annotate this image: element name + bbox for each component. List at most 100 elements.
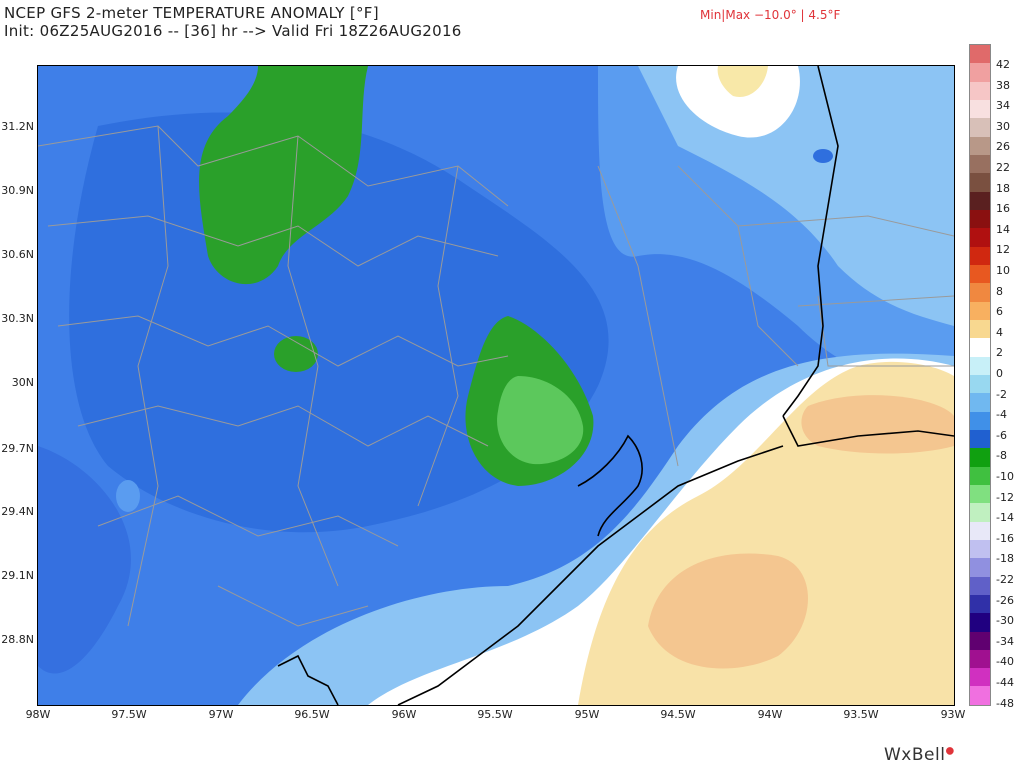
- lon-label: 93.5W: [843, 708, 879, 721]
- lon-label: 96W: [391, 708, 417, 721]
- colorbar-swatch: [969, 319, 991, 339]
- colorbar-swatch: [969, 521, 991, 540]
- colorbar-label: 4: [996, 325, 1003, 339]
- temperature-anomaly-map: [37, 65, 955, 706]
- colorbar-swatch: [969, 686, 991, 705]
- colorbar-swatch: [969, 411, 991, 430]
- colorbar-swatch: [969, 594, 991, 614]
- warm-pocket-north: [717, 66, 768, 97]
- colorbar-label: 42: [996, 58, 1010, 71]
- colorbar-swatch: [969, 484, 991, 504]
- colorbar-label: -48: [996, 696, 1014, 710]
- colorbar-swatch: [969, 118, 991, 137]
- lon-label: 97.5W: [111, 708, 147, 721]
- min-max-readout: Min|Max −10.0° | 4.5°F: [700, 8, 841, 22]
- lon-label: 96.5W: [294, 708, 330, 721]
- lat-label: 29.7N: [1, 442, 34, 455]
- colorbar-label: -44: [996, 676, 1014, 689]
- lon-label: 98W: [25, 708, 51, 721]
- colorbar-label: -26: [996, 593, 1014, 607]
- anomaly-field-plus4-louisiana: [801, 395, 954, 454]
- cold-pocket-houston-core: [497, 376, 584, 465]
- chart-title: NCEP GFS 2-meter TEMPERATURE ANOMALY [°F…: [4, 4, 379, 22]
- lat-label: 28.8N: [1, 633, 34, 646]
- colorbar-swatch: [969, 99, 991, 119]
- colorbar-swatch: [969, 613, 991, 632]
- anomaly-field-plus4-gulf: [648, 553, 808, 669]
- lon-label: 95.5W: [477, 708, 513, 721]
- anomaly-field-minus8-west: [38, 446, 131, 674]
- colorbar-label: 0: [996, 367, 1003, 380]
- colorbar-swatch: [969, 503, 991, 522]
- colorbar-label: 38: [996, 78, 1010, 92]
- colorbar-label: -2: [996, 387, 1007, 401]
- colorbar-label: 26: [996, 140, 1010, 154]
- colorbar-label: 16: [996, 202, 1010, 216]
- colorbar-label: -8: [996, 449, 1007, 463]
- colorbar-swatch: [969, 668, 991, 687]
- colorbar-label: -6: [996, 428, 1007, 442]
- colorbar-label: 34: [996, 99, 1010, 113]
- colorbar-label: 30: [996, 119, 1010, 133]
- lon-label: 94.5W: [660, 708, 696, 721]
- lat-label: 30.6N: [1, 248, 34, 261]
- anomaly-field-minus2-ne: [638, 66, 954, 326]
- county-boundaries: [38, 125, 954, 627]
- colorbar-label: -34: [996, 634, 1014, 648]
- lon-label: 94W: [757, 708, 783, 721]
- colorbar-swatch: [969, 173, 991, 192]
- colorbar-label: 2: [996, 346, 1003, 360]
- colorbar-label: 6: [996, 305, 1003, 319]
- colorbar-swatch: [969, 154, 991, 174]
- colorbar-label: 8: [996, 284, 1003, 298]
- colorbar-label: 22: [996, 161, 1010, 174]
- cold-pocket-north: [199, 66, 368, 285]
- colorbar-label: -40: [996, 655, 1014, 669]
- colorbar-label: -16: [996, 531, 1014, 545]
- colorbar-swatch: [969, 393, 991, 412]
- lon-label: 95W: [574, 708, 600, 721]
- lat-label: 29.4N: [1, 505, 34, 518]
- colorbar-swatch: [969, 45, 991, 64]
- lat-label: 30.3N: [1, 312, 34, 325]
- colorbar-swatch: [969, 631, 991, 650]
- lat-label: 29.1N: [1, 569, 34, 582]
- colorbar-swatch: [969, 63, 991, 82]
- colorbar-label: 10: [996, 264, 1010, 277]
- lon-label: 97W: [208, 708, 234, 721]
- colorbar-label: -22: [996, 573, 1014, 586]
- colorbar-swatch: [969, 191, 991, 210]
- colorbar-swatch: [969, 209, 991, 229]
- map-canvas: [38, 66, 954, 705]
- colorbar-label: -12: [996, 490, 1014, 504]
- colorbar-swatch: [969, 374, 991, 394]
- colorbar-swatch: [969, 338, 991, 357]
- colorbar-label: 14: [996, 222, 1010, 236]
- anomaly-field-zero-north: [676, 66, 800, 138]
- colorbar-swatch: [969, 649, 991, 669]
- colorbar-label: -10: [996, 470, 1014, 483]
- chart-subtitle-init-valid: Init: 06Z25AUG2016 -- [36] hr --> Valid …: [4, 22, 462, 40]
- cold-spot-northeast: [813, 149, 833, 163]
- colorbar-label: 18: [996, 181, 1010, 195]
- lon-label: 93W: [940, 708, 966, 721]
- colorbar-swatch: [969, 576, 991, 595]
- lat-label: 30.9N: [1, 184, 34, 197]
- colorbar-label: -18: [996, 552, 1014, 566]
- lat-label: 30N: [11, 376, 34, 389]
- warm-spot-west: [116, 480, 140, 512]
- colorbar-swatch: [969, 136, 991, 155]
- colorbar-label: 12: [996, 243, 1010, 257]
- colorbar-swatch: [969, 228, 991, 247]
- colorbar-swatch: [969, 264, 991, 284]
- coastline: [277, 66, 954, 705]
- colorbar-swatch: [969, 429, 991, 449]
- colorbar-label: -14: [996, 511, 1014, 525]
- colorbar-label: -4: [996, 408, 1007, 422]
- colorbar-swatch: [969, 448, 991, 467]
- colorbar-swatch: [969, 356, 991, 375]
- colorbar-swatch: [969, 466, 991, 485]
- colorbar-swatch: [969, 301, 991, 320]
- cold-pocket-small: [274, 336, 318, 372]
- colorbar: [969, 44, 991, 706]
